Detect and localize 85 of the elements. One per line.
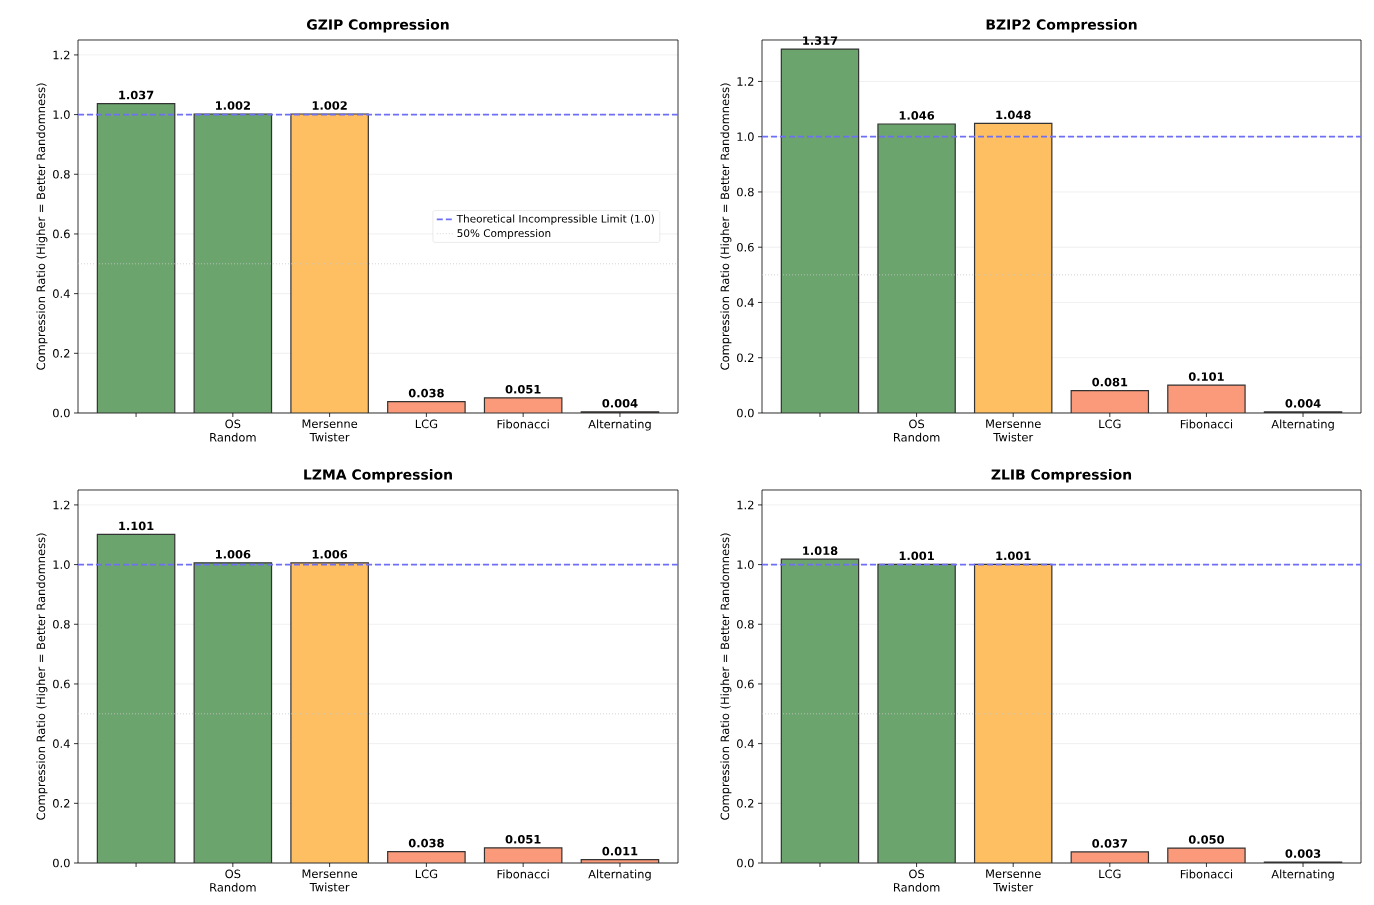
- data-label: 1.001: [899, 551, 934, 561]
- y-tick-label: 0.2: [53, 348, 70, 358]
- y-axis-title: Compression Ratio (Higher = Better Randomness): [720, 533, 732, 820]
- chart-title: GZIP Compression: [306, 19, 449, 33]
- y-tick-label: 1.0: [53, 110, 70, 119]
- x-tick-label: Mersenne Twister: [302, 419, 358, 442]
- y-tick-label: 1.2: [53, 50, 70, 60]
- x-tick-label: Mersenne Twister: [986, 869, 1041, 892]
- data-label: 0.038: [408, 388, 444, 398]
- data-label: 0.037: [1092, 839, 1128, 848]
- x-tick-label: Alternating: [1271, 419, 1334, 431]
- data-label: 0.081: [1092, 377, 1128, 387]
- y-tick-label: 0.0: [53, 408, 70, 418]
- x-tick-label: LCG: [415, 869, 438, 879]
- bar: [290, 113, 369, 413]
- data-label: 1.317: [803, 36, 838, 45]
- data-label: 1.037: [119, 90, 154, 100]
- data-label: 1.018: [803, 546, 838, 556]
- y-tick-label: 0.6: [53, 229, 70, 239]
- y-tick-label: 0.4: [737, 298, 754, 307]
- x-tick-label: Mersenne Twister: [986, 419, 1041, 442]
- legend-label: Theoretical Incompressible Limit (1.0): [456, 214, 654, 225]
- y-tick-label: 1.0: [53, 560, 70, 569]
- data-label: 1.002: [216, 101, 250, 110]
- y-tick-label: 0.6: [53, 679, 70, 689]
- x-tick-label: Fibonacci: [497, 419, 549, 429]
- data-label: 1.006: [312, 549, 348, 559]
- data-label: 0.004: [1285, 399, 1321, 408]
- x-tick-label: Mersenne Twister: [302, 869, 358, 892]
- bar: [877, 123, 956, 413]
- data-label: 1.001: [996, 551, 1031, 561]
- y-tick-label: 0.6: [737, 679, 754, 689]
- y-tick-label: 0.8: [53, 169, 70, 179]
- y-tick-label: 1.0: [737, 560, 754, 569]
- data-label: 0.051: [505, 834, 541, 844]
- y-tick-label: 0.0: [53, 858, 70, 868]
- y-tick-label: 1.0: [737, 132, 754, 142]
- data-label: 1.002: [312, 101, 347, 110]
- y-tick-label: 1.2: [53, 500, 70, 510]
- x-tick-label: Alternating: [588, 869, 651, 881]
- y-tick-label: 1.2: [737, 500, 754, 510]
- y-tick-label: 0.0: [737, 858, 754, 868]
- x-tick-label: LCG: [1099, 419, 1121, 429]
- y-axis-title: Compression Ratio (Higher = Better Randomness): [720, 83, 732, 370]
- x-tick-label: Fibonacci: [1180, 419, 1233, 429]
- y-tick-label: 0.2: [737, 798, 754, 808]
- x-tick-label: LCG: [1099, 869, 1121, 879]
- y-tick-label: 0.6: [737, 242, 754, 252]
- x-tick-label: LCG: [415, 419, 438, 429]
- y-tick-label: 0.4: [737, 739, 754, 748]
- data-label: 0.003: [1285, 849, 1321, 858]
- y-tick-label: 0.0: [737, 408, 754, 418]
- y-tick-label: 0.8: [737, 619, 754, 629]
- bar: [387, 401, 466, 413]
- data-label: 0.011: [602, 846, 638, 856]
- y-tick-label: 0.2: [53, 798, 70, 808]
- y-tick-label: 0.4: [53, 289, 70, 298]
- data-label: 1.046: [899, 111, 935, 120]
- data-label: 0.004: [602, 398, 638, 408]
- chart-title: ZLIB Compression: [991, 469, 1132, 483]
- y-tick-label: 0.2: [737, 353, 754, 363]
- data-label: 1.048: [996, 110, 1031, 120]
- y-tick-label: 0.8: [737, 187, 754, 197]
- data-label: 0.038: [408, 838, 444, 848]
- data-label: 1.006: [216, 549, 251, 559]
- x-tick-label: Fibonacci: [497, 869, 549, 879]
- data-label: 0.051: [505, 384, 541, 394]
- x-tick-label: Alternating: [588, 419, 651, 431]
- y-axis-title: Compression Ratio (Higher = Better Randomness): [36, 83, 48, 370]
- chart-title: BZIP2 Compression: [986, 19, 1137, 33]
- y-tick-label: 0.4: [53, 739, 70, 748]
- x-tick-label: Alternating: [1271, 869, 1334, 881]
- x-tick-label: OS Random: [894, 419, 940, 442]
- legend-label: 50% Compression: [457, 229, 551, 240]
- data-label: 0.101: [1188, 372, 1224, 381]
- data-label: 0.050: [1188, 835, 1225, 844]
- y-tick-label: 0.8: [53, 619, 70, 629]
- x-tick-label: OS Random: [210, 419, 256, 442]
- y-axis-title: Compression Ratio (Higher = Better Randomness): [36, 533, 48, 820]
- x-tick-label: OS Random: [210, 869, 256, 892]
- x-tick-label: OS Random: [894, 869, 940, 892]
- chart-title: LZMA Compression: [304, 469, 452, 483]
- x-tick-label: Fibonacci: [1180, 869, 1233, 879]
- y-tick-label: 1.2: [737, 77, 754, 86]
- data-label: 1.101: [119, 521, 154, 531]
